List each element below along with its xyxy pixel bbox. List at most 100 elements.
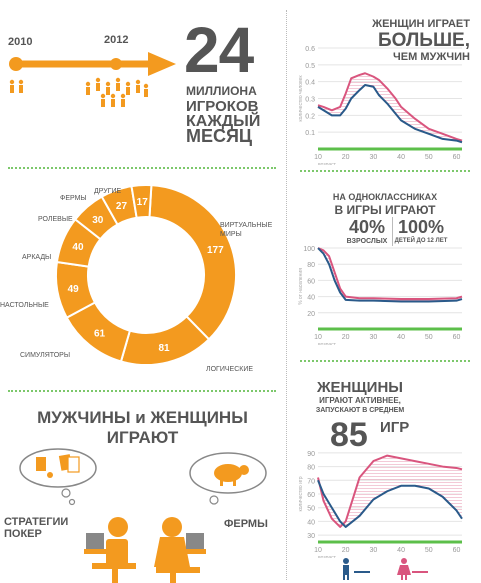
y-axis-label: количество игр [298,476,304,511]
x-tick-label: 40 [397,547,405,554]
donut-value-label: 27 [116,201,128,212]
donut-category-label: ДРУГИЕ [94,188,122,195]
kids-percent: 100% [397,217,445,237]
panel2-title-2: В ИГРЫ ИГРАЮТ [334,203,436,217]
panel1-title: ЖЕНЩИН ИГРАЕТ БОЛЬШЕ, ЧЕМ МУЖЧИН [300,18,470,64]
caption-line-3: КАЖДЫЙ [186,113,261,130]
y-tick-label: 60 [307,278,315,285]
person-body [121,99,125,107]
y-tick-label: 100 [303,246,315,253]
farms-label: ФЕРМЫ [224,518,268,530]
x-tick-label: 50 [425,154,433,161]
panel3-title-3: ЗАПУСКАЮТ В СРЕДНЕМ [315,407,405,414]
person-icon [115,77,121,83]
games-launched-chart: 30 40 50 60 70 80 90 10 20 30 40 50 60 возраст количес… [298,451,463,558]
adults-stat: 40% ВЗРОСЛЫХ [344,217,390,246]
donut-category-label: ФЕРМЫ [60,195,87,202]
panel2-title-1: НА ОДНОКЛАССНИКАХ [332,192,438,202]
caption-line-4: МЕСЯЦ [186,126,253,146]
donut-category-label: РОЛЕВЫЕ [38,216,73,223]
donut-value-label: 81 [158,343,170,354]
strategy-label: СТРАТЕГИИ ПОКЕР [4,516,68,540]
person-icon [100,93,106,99]
y-axis-label: количество человек [298,75,304,122]
kids-stat: 100% ДЕТЕЙ ДО 12 ЛЕТ [392,217,449,246]
person-body [86,87,90,95]
men-series-line [317,479,463,528]
person-icon [120,93,126,99]
year-start: 2010 [8,36,33,48]
panel3-title-2: ИГРАЮТ АКТИВНЕЕ, [319,396,401,405]
donut-category-label: ЛОГИЧЕСКИЕ [206,366,253,373]
players-caption: МИЛЛИОНА ИГРОКОВ КАЖДЫЙ МЕСЯЦ [186,84,261,146]
x-tick-label: 60 [453,547,461,554]
x-tick-label: 10 [314,334,322,341]
x-tick-label: 40 [397,154,405,161]
woman-at-computer-icon [154,517,206,583]
donut-category-label: ВИРТУАЛЬНЫЕ МИРЫ [220,222,273,238]
x-tick-label: 30 [369,334,377,341]
person-body [116,83,120,91]
x-tick-label: 10 [314,154,322,161]
players-section: 2010 2012 24 МИЛЛИОНА ИГРОКОВ КАЖДЫЙ МЕС… [0,0,285,165]
men-women-title-2: ИГРАЮТ [106,428,179,447]
donut-category-label: СИМУЛЯТОРЫ [20,352,70,359]
x-tick-label: 40 [397,334,405,341]
y-tick-label: 70 [307,478,315,485]
section-divider-1 [8,167,276,169]
panel1-title-3: ЧЕМ МУЖЧИН [393,51,470,63]
section-divider-2 [8,390,276,392]
growth-arrow [9,52,176,107]
x-tick-label: 10 [314,547,322,554]
women-men-players-chart: 0.1 0.2 0.3 0.4 0.5 0.6 10 20 30 40 50 60 возраст кол… [298,46,463,165]
panel3-big-number: 85 [330,416,368,454]
person-body [101,99,105,107]
man-legend-icon [343,558,349,580]
donut-value-label: 40 [72,242,84,253]
donut-value-label: 177 [207,245,224,256]
y-tick-label: 0.2 [305,113,315,120]
panel3-title-1: ЖЕНЩИНЫ [317,379,403,396]
woman-legend-icon [397,558,411,580]
women-series-line [317,72,463,142]
men-women-illustration [19,448,267,583]
person-icon [110,93,116,99]
person-body [111,99,115,107]
person-icon [95,77,101,83]
donut-value-label: 61 [94,329,106,340]
donut-value-label: 17 [137,197,149,208]
x-axis-label: возраст [318,162,337,165]
strategy-label-2: ПОКЕР [4,528,42,540]
genres-donut-chart: 177 81 61 49 40 30 27 17 ВИРТУАЛЬНЫЕ МИРЫ ЛОГИЧЕС… [0,184,273,373]
x-tick-label: 50 [425,547,433,554]
person-body [144,89,148,97]
women-series-line [317,454,463,528]
y-tick-label: 50 [307,506,315,513]
x-tick-label: 20 [342,334,350,341]
men-series-line [317,247,463,303]
y-tick-label: 80 [307,465,315,472]
section-divider-3 [300,170,470,172]
adults-percent: 40% [348,217,386,237]
caption-line-2: ИГРОКОВ [186,98,259,115]
y-tick-label: 0.3 [305,97,315,104]
odnoklassniki-chart: 20 40 60 80 100 10 20 30 40 50 60 возраст % от насел… [298,246,463,345]
person-body [106,87,110,95]
gender-legend [343,558,428,580]
panel2-title: НА ОДНОКЛАССНИКАХ В ИГРЫ ИГРАЮТ [300,192,470,217]
men-women-title: МУЖЧИНЫ и ЖЕНЩИНЫ ИГРАЮТ [0,408,285,448]
people-icon-small [9,79,24,93]
thought-bubble-sheep-icon [189,452,267,505]
panel1-title-1: ЖЕНЩИН ИГРАЕТ [372,18,470,30]
y-tick-label: 0.5 [305,63,315,70]
men-women-title-1: МУЖЧИНЫ и ЖЕНЩИНЫ [37,408,248,427]
donut-value-label: 30 [92,215,104,226]
y-tick-label: 30 [307,533,315,540]
x-tick-label: 30 [369,154,377,161]
man-at-computer-icon [84,517,136,583]
donut-category-label: НАСТОЛЬНЫЕ [0,302,49,309]
donut-title-2: НА ЛЮБОЙ [117,279,175,290]
person-icon [85,81,91,87]
person-body [136,85,140,93]
y-tick-label: 80 [307,262,315,269]
